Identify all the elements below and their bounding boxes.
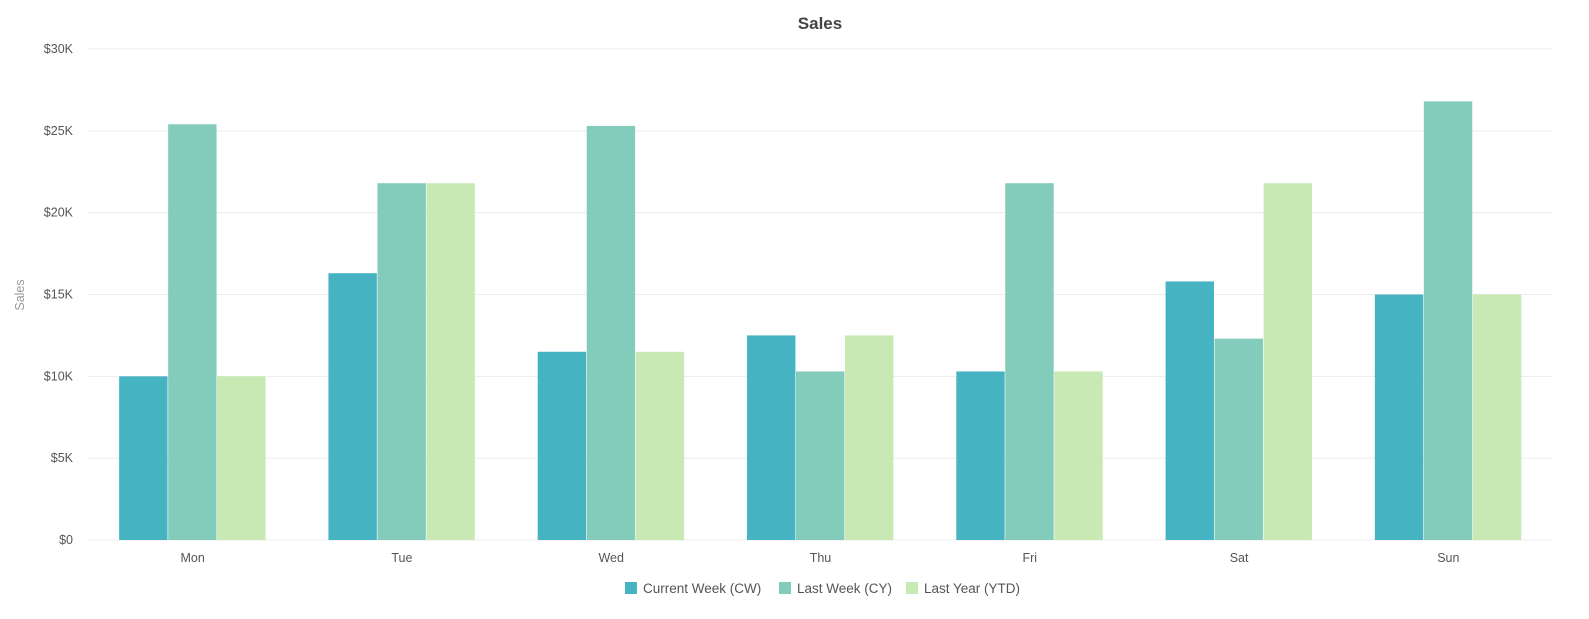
y-tick-label: $20K bbox=[44, 206, 74, 220]
bar-mon-series-2[interactable] bbox=[168, 124, 217, 540]
y-tick-label: $5K bbox=[51, 451, 74, 465]
x-tick-label-mon: Mon bbox=[180, 551, 204, 565]
bar-wed-series-3[interactable] bbox=[635, 351, 685, 540]
bar-mon-series-3[interactable] bbox=[217, 376, 266, 540]
x-tick-label-sat: Sat bbox=[1230, 551, 1249, 565]
bar-thu-series-1[interactable] bbox=[747, 335, 796, 540]
y-tick-label: $15K bbox=[44, 288, 74, 302]
bar-sun-series-1[interactable] bbox=[1374, 294, 1424, 541]
x-tick-label-tue: Tue bbox=[391, 551, 412, 565]
bar-tue-series-1[interactable] bbox=[328, 273, 377, 540]
x-tick-label-thu: Thu bbox=[810, 551, 832, 565]
bar-fri-series-3[interactable] bbox=[1054, 371, 1103, 540]
bar-sat-series-1[interactable] bbox=[1165, 281, 1214, 540]
bars bbox=[119, 101, 1522, 541]
bar-sun-series-2[interactable] bbox=[1423, 101, 1473, 540]
bar-thu-series-3[interactable] bbox=[845, 335, 894, 540]
legend-swatch bbox=[779, 582, 791, 594]
bar-fri-series-2[interactable] bbox=[1005, 183, 1054, 540]
x-axis-ticks: Mon Tue Wed Thu Fri Sat Sun bbox=[180, 551, 1459, 565]
y-axis-ticks: $0 $5K $10K $15K $20K $25K $30K bbox=[44, 42, 74, 547]
legend-label: Last Year (YTD) bbox=[924, 581, 1020, 596]
x-tick-label-wed: Wed bbox=[598, 551, 624, 565]
y-tick-label: $0 bbox=[59, 533, 73, 547]
bar-mon-series-1[interactable] bbox=[119, 376, 168, 540]
bar-sun-series-3[interactable] bbox=[1472, 294, 1522, 541]
x-tick-label-fri: Fri bbox=[1022, 551, 1037, 565]
bar-tue-series-3[interactable] bbox=[426, 183, 475, 540]
bar-tue-series-2[interactable] bbox=[377, 183, 426, 540]
bar-sat-series-2[interactable] bbox=[1214, 338, 1263, 540]
y-axis-title: Sales bbox=[13, 279, 27, 310]
y-tick-label: $25K bbox=[44, 124, 74, 138]
x-tick-label-sun: Sun bbox=[1437, 551, 1459, 565]
chart-title: Sales bbox=[798, 14, 842, 33]
bar-wed-series-2[interactable] bbox=[586, 125, 636, 540]
legend-label: Current Week (CW) bbox=[643, 581, 761, 596]
bar-fri-series-1[interactable] bbox=[956, 371, 1005, 540]
bar-thu-series-2[interactable] bbox=[796, 371, 845, 540]
legend-swatch bbox=[906, 582, 918, 594]
bar-wed-series-1[interactable] bbox=[537, 351, 587, 540]
legend-swatch bbox=[625, 582, 637, 594]
legend-item-series-2[interactable]: Last Week (CY) bbox=[779, 581, 892, 596]
y-tick-label: $30K bbox=[44, 42, 74, 56]
legend[interactable]: Current Week (CW) Last Week (CY) Last Year… bbox=[625, 581, 1020, 596]
legend-item-series-3[interactable]: Last Year (YTD) bbox=[906, 581, 1020, 596]
legend-label: Last Week (CY) bbox=[797, 581, 892, 596]
bar-sat-series-3[interactable] bbox=[1263, 183, 1312, 540]
y-tick-label: $10K bbox=[44, 369, 74, 383]
legend-item-series-1[interactable]: Current Week (CW) bbox=[625, 581, 761, 596]
